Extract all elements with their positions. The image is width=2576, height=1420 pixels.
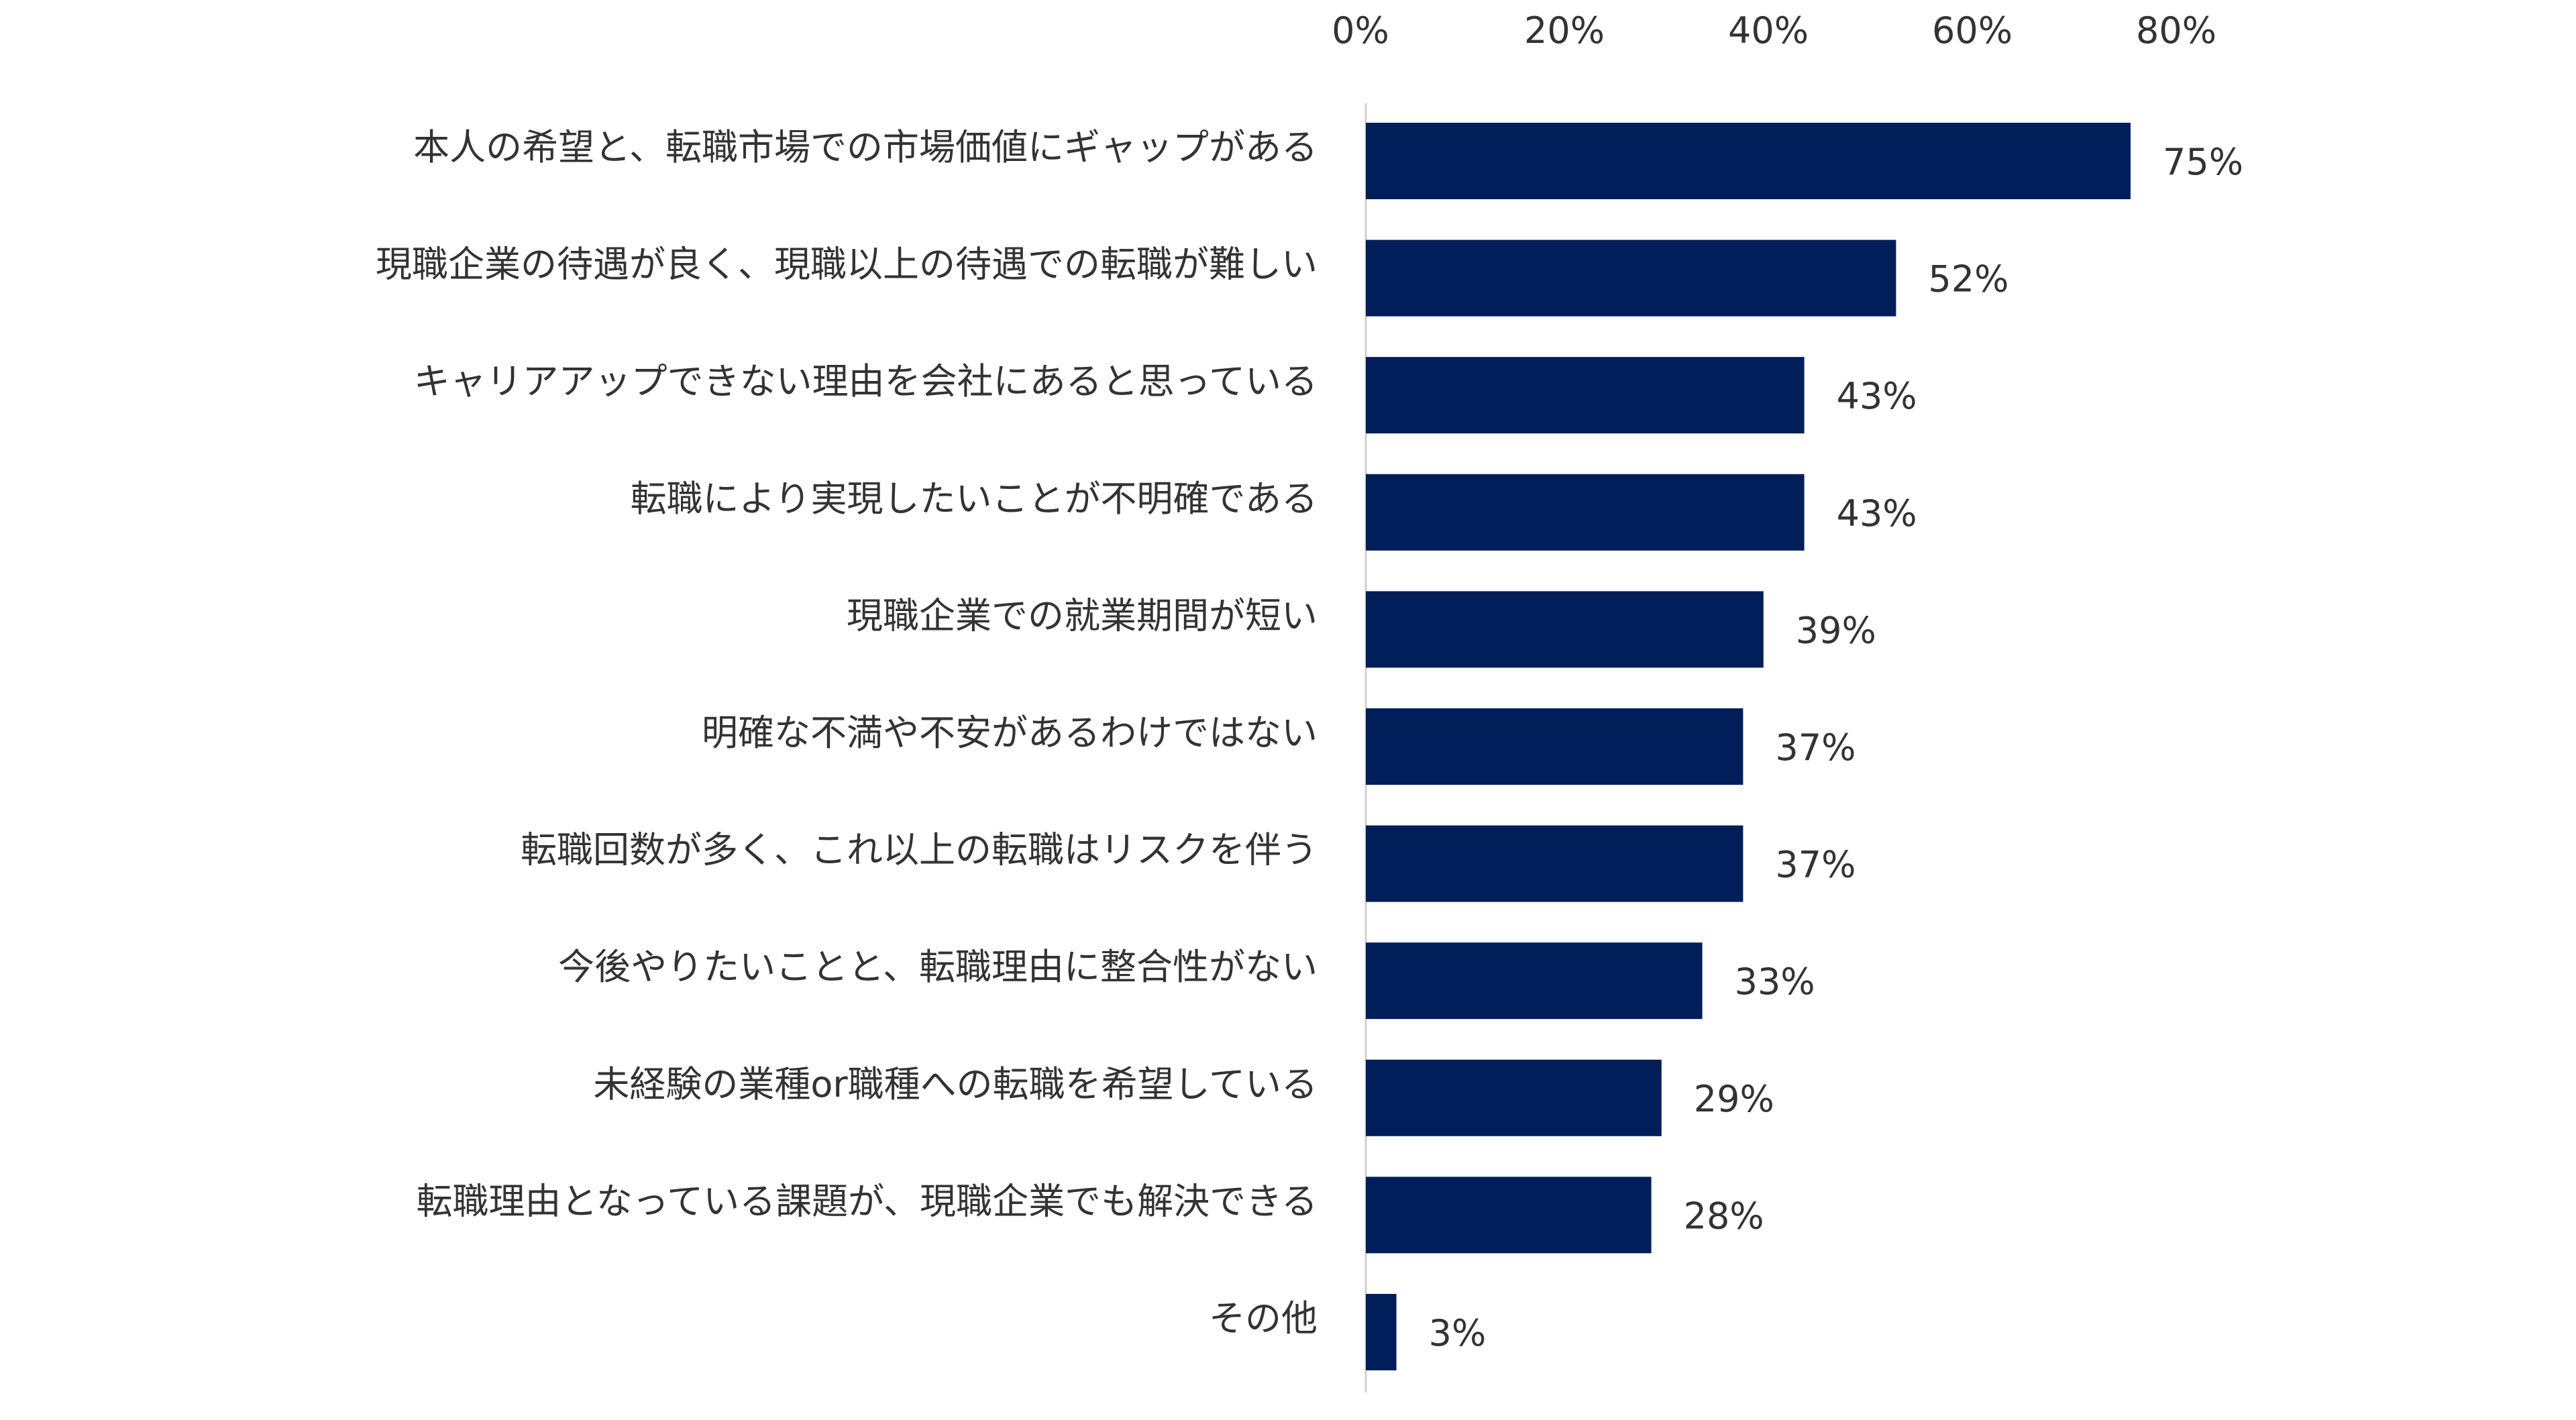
value-label: 37% bbox=[1775, 726, 1856, 769]
bar-row: 明確な不満や不安があるわけではない 37% bbox=[702, 708, 1856, 785]
bar bbox=[1366, 708, 1743, 785]
category-label: 明確な不満や不安があるわけではない bbox=[702, 712, 1318, 754]
bar-row: 未経験の業種or職種への転職を希望している 29% bbox=[593, 1059, 1774, 1136]
x-tick-label: 40% bbox=[1728, 9, 1809, 52]
x-tick-label: 80% bbox=[2136, 9, 2216, 52]
bar bbox=[1366, 123, 2131, 199]
bar-row: その他 3% bbox=[1209, 1294, 1486, 1370]
category-label: キャリアアップできない理由を会社にあると思っている bbox=[414, 360, 1318, 402]
bar bbox=[1366, 239, 1896, 317]
bar-row: 今後やりたいことと、転職理由に整合性がない 33% bbox=[558, 942, 1815, 1020]
bar bbox=[1366, 1294, 1397, 1370]
category-label: その他 bbox=[1209, 1297, 1318, 1340]
category-label: 現職企業の待遇が良く、現職以上の待遇での転職が難しい bbox=[376, 243, 1318, 286]
bar bbox=[1366, 825, 1743, 902]
value-label: 43% bbox=[1837, 375, 1917, 417]
value-label: 43% bbox=[1837, 492, 1917, 535]
value-label: 75% bbox=[2163, 141, 2243, 183]
value-label: 52% bbox=[1928, 258, 2008, 301]
bar bbox=[1366, 1177, 1652, 1254]
bar bbox=[1366, 357, 1805, 434]
bar bbox=[1366, 474, 1805, 551]
bars: 本人の希望と、転職市場での市場価値にギャップがある 75% 現職企業の待遇が良く、現… bbox=[376, 123, 2243, 1370]
value-label: 33% bbox=[1735, 961, 1815, 1003]
category-label: 現職企業での就業期間が短い bbox=[847, 594, 1318, 637]
bar-row: 転職回数が多く、これ以上の転職はリスクを伴う 37% bbox=[521, 825, 1856, 902]
bar-row: 転職理由となっている課題が、現職企業でも解決できる 28% bbox=[416, 1177, 1764, 1254]
value-label: 39% bbox=[1796, 609, 1876, 651]
value-label: 29% bbox=[1694, 1078, 1774, 1120]
bar-row: キャリアアップできない理由を会社にあると思っている 43% bbox=[414, 357, 1917, 434]
value-label: 3% bbox=[1429, 1312, 1487, 1354]
bar-row: 現職企業での就業期間が短い 39% bbox=[847, 591, 1876, 668]
bar-row: 本人の希望と、転職市場での市場価値にギャップがある 75% bbox=[413, 123, 2243, 199]
category-label: 未経験の業種or職種への転職を希望している bbox=[593, 1063, 1318, 1105]
value-label: 28% bbox=[1684, 1195, 1764, 1237]
bar-row: 現職企業の待遇が良く、現職以上の待遇での転職が難しい 52% bbox=[376, 239, 2008, 317]
category-label: 転職により実現したいことが不明確である bbox=[631, 478, 1318, 520]
bar bbox=[1366, 942, 1703, 1020]
x-axis-ticks: 0% 20% 40% 60% 80% bbox=[1332, 9, 2216, 52]
bar-row: 転職により実現したいことが不明確である 43% bbox=[631, 474, 1917, 551]
category-label: 転職理由となっている課題が、現職企業でも解決できる bbox=[416, 1180, 1318, 1222]
value-label: 37% bbox=[1775, 844, 1856, 886]
bar bbox=[1366, 591, 1764, 668]
category-label: 今後やりたいことと、転職理由に整合性がない bbox=[558, 946, 1318, 988]
category-label: 転職回数が多く、これ以上の転職はリスクを伴う bbox=[521, 829, 1318, 871]
x-tick-label: 60% bbox=[1932, 9, 2012, 52]
category-label: 本人の希望と、転職市場での市場価値にギャップがある bbox=[413, 126, 1318, 168]
bar bbox=[1366, 1059, 1662, 1136]
x-tick-label: 20% bbox=[1524, 9, 1605, 52]
x-tick-label: 0% bbox=[1332, 9, 1389, 52]
